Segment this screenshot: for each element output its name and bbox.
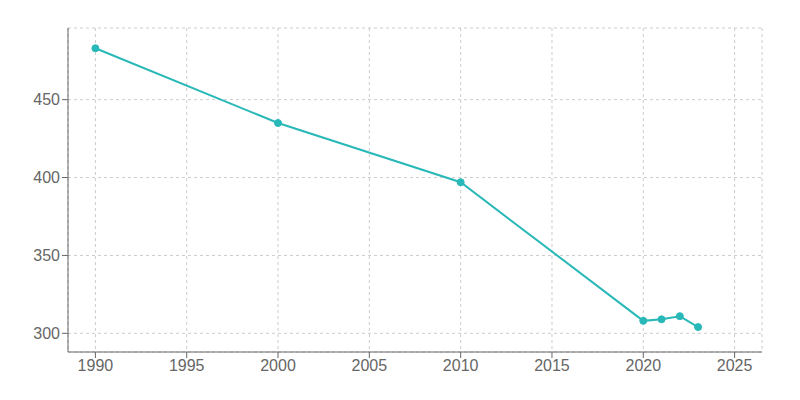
svg-text:2005: 2005 (352, 357, 388, 374)
svg-text:2010: 2010 (443, 357, 479, 374)
svg-text:350: 350 (33, 247, 60, 264)
svg-text:2020: 2020 (625, 357, 661, 374)
svg-text:2000: 2000 (260, 357, 296, 374)
svg-text:300: 300 (33, 325, 60, 342)
svg-text:2015: 2015 (534, 357, 570, 374)
svg-text:400: 400 (33, 169, 60, 186)
svg-text:1995: 1995 (169, 357, 205, 374)
svg-text:450: 450 (33, 91, 60, 108)
svg-text:2025: 2025 (717, 357, 753, 374)
svg-text:1990: 1990 (78, 357, 114, 374)
